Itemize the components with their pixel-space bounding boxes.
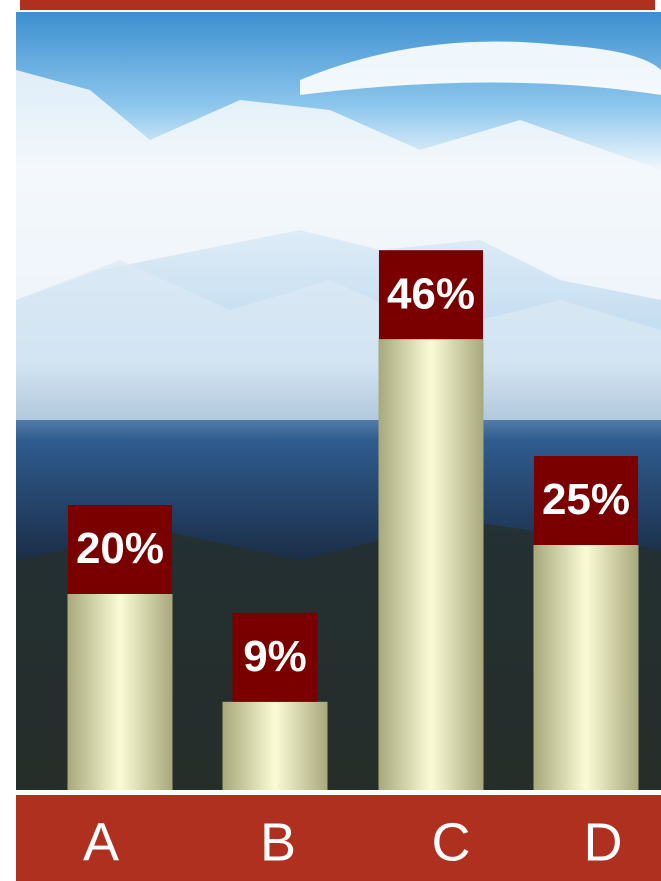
snow-ridge xyxy=(16,70,661,300)
town xyxy=(16,520,661,790)
bar xyxy=(378,339,484,790)
value-label-box xyxy=(378,250,484,340)
x-tick-label: A xyxy=(83,812,119,872)
value-label-box xyxy=(533,456,639,545)
cloud xyxy=(300,41,661,95)
value-label: 46% xyxy=(387,269,475,318)
bar xyxy=(67,594,173,790)
x-tick-label: C xyxy=(432,812,471,872)
bar xyxy=(533,545,639,790)
value-label: 9% xyxy=(243,632,307,681)
category-band xyxy=(16,795,661,881)
snow-slope xyxy=(16,260,661,420)
value-label: 25% xyxy=(542,475,630,524)
value-label: 20% xyxy=(76,524,164,573)
x-tick-label: D xyxy=(584,812,623,872)
value-label-box xyxy=(67,505,173,594)
bar xyxy=(222,701,328,790)
value-label-box xyxy=(232,612,318,702)
top-band xyxy=(20,0,655,10)
x-tick-label: B xyxy=(260,812,296,872)
